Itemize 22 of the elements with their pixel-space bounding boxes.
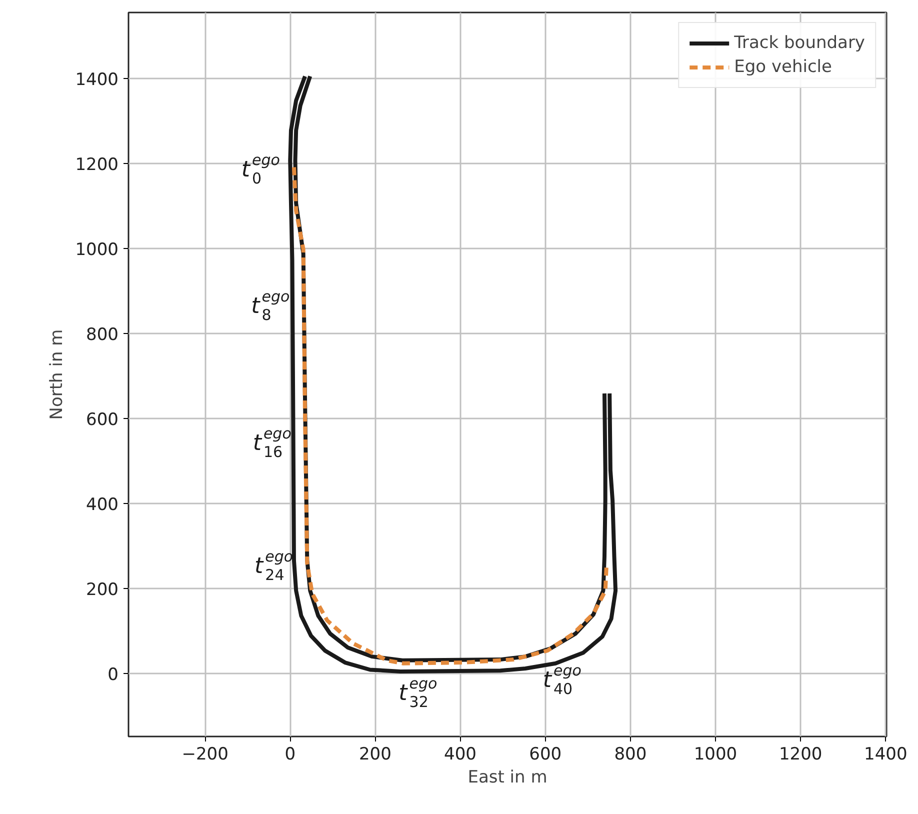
x-tick-label: 400 [444, 744, 477, 764]
y-tick-label: 1400 [75, 70, 118, 90]
line-series [292, 165, 609, 666]
x-tick-label: 800 [614, 744, 647, 764]
y-tick-label: 600 [86, 410, 119, 430]
y-tick-label: 0 [108, 665, 119, 686]
x-tick-label: 600 [529, 744, 562, 764]
legend-label: Track boundary [734, 33, 865, 53]
y-tick-label: 800 [86, 324, 119, 345]
x-tick-label: 0 [284, 744, 296, 764]
x-tick-label: 200 [358, 744, 392, 764]
y-axis-title: North in m [47, 329, 68, 420]
x-axis-title: East in m [468, 768, 548, 788]
x-tick-label: 1000 [694, 744, 738, 764]
legend-label: Ego vehicle [734, 57, 832, 77]
y-tick-label: 400 [86, 495, 119, 516]
x-tick-label: 1400 [864, 744, 908, 764]
y-tick-label: 1200 [75, 154, 118, 175]
x-tick-label: 1200 [778, 744, 822, 764]
x-tick-label: −200 [182, 744, 228, 764]
y-tick-label: 1000 [75, 240, 118, 260]
y-tick-label: 200 [86, 580, 119, 600]
